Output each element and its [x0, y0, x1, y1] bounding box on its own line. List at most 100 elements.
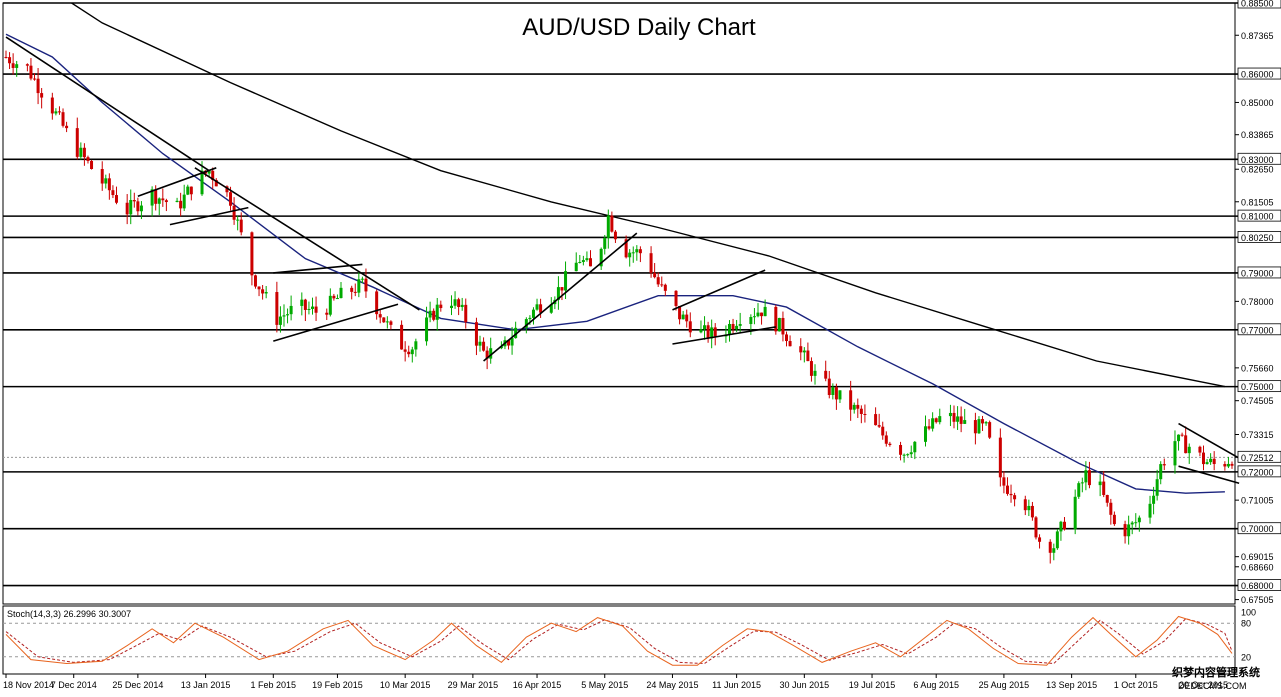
price-tick-label-18: 0.72000	[1241, 467, 1274, 477]
price-tick-label-21: 0.69015	[1241, 552, 1274, 562]
candle-52	[261, 284, 265, 300]
candle-103	[514, 321, 518, 339]
trendline-7	[672, 269, 766, 311]
candle-245	[1226, 456, 1230, 469]
price-label-box-12	[1237, 323, 1281, 336]
price-tick-label-4: 0.83865	[1241, 130, 1274, 140]
candle-body	[556, 287, 560, 300]
candle-233	[1162, 458, 1166, 471]
candle-226	[1130, 521, 1134, 535]
candle-body	[303, 299, 307, 310]
date-tick-label-11: 11 Jun 2015	[712, 680, 761, 690]
candle-body	[50, 97, 54, 114]
candle-201	[1005, 477, 1009, 496]
candle-body	[1073, 496, 1077, 530]
candle-body	[378, 314, 382, 318]
candle-body	[350, 287, 354, 292]
candle-75	[378, 309, 382, 324]
candle-72	[360, 276, 364, 284]
date-tick-label-18: 20 Oct 2015	[1179, 680, 1228, 690]
candle-body	[257, 286, 261, 290]
candle-178	[888, 441, 892, 447]
candle-73	[364, 268, 368, 298]
candle-body	[1062, 521, 1066, 530]
candle-body	[635, 249, 639, 253]
candle-128	[638, 246, 642, 263]
price-tick-label-10: 0.79000	[1241, 268, 1274, 278]
candle-body	[478, 341, 482, 346]
date-tick-label-6: 10 Mar 2015	[380, 680, 431, 690]
candle-body	[1177, 434, 1181, 442]
candle-151	[756, 303, 760, 318]
candle-body	[913, 441, 917, 453]
candle-body	[1087, 470, 1091, 486]
price-tick-label-14: 0.75000	[1241, 382, 1274, 392]
candle-body	[314, 306, 318, 313]
price-label-box-9	[1237, 231, 1281, 243]
candle-159	[799, 338, 803, 361]
candle-227	[1134, 513, 1138, 528]
candle-23	[114, 186, 118, 205]
candle-body	[539, 304, 543, 313]
candle-body	[1080, 482, 1084, 484]
candle-body	[29, 65, 33, 79]
candle-71	[357, 272, 361, 298]
candle-body	[931, 418, 935, 429]
candle-134	[674, 290, 678, 311]
candle-body	[457, 299, 461, 308]
candle-body	[927, 426, 931, 429]
candle-body	[1162, 464, 1166, 466]
candle-115	[578, 254, 582, 264]
candle-body	[1123, 524, 1127, 537]
candle-221	[1105, 494, 1109, 507]
candle-224	[1123, 520, 1127, 544]
candle-body	[453, 299, 457, 306]
candle-body	[884, 435, 888, 444]
candle-body	[449, 305, 453, 309]
candle-body	[881, 426, 885, 436]
trendline-5	[273, 303, 399, 342]
candle-body	[186, 186, 190, 195]
candle-13	[65, 121, 69, 133]
candle-230	[1152, 486, 1156, 515]
candle-body	[278, 316, 282, 325]
candle-body	[1009, 493, 1013, 496]
price-tick-label-16: 0.73315	[1241, 430, 1274, 440]
candle-197	[984, 420, 988, 426]
candle-body	[1148, 503, 1152, 518]
candle-body	[806, 350, 810, 362]
candle-body	[1059, 521, 1063, 532]
candle-body	[735, 325, 739, 330]
candle-57	[286, 308, 290, 324]
candle-108	[539, 298, 543, 318]
candle-body	[756, 312, 760, 317]
candle-body	[1137, 517, 1141, 523]
candle-body	[79, 147, 83, 157]
candle-body	[1002, 477, 1006, 486]
candle-163	[813, 364, 817, 385]
candle-body	[948, 412, 952, 417]
candle-87	[435, 297, 439, 331]
candle-147	[735, 319, 739, 332]
candle-body	[760, 312, 764, 317]
candle-body	[264, 292, 268, 294]
date-tick-label-10: 24 May 2015	[646, 680, 698, 690]
candle-176	[881, 421, 885, 440]
candle-body	[1027, 505, 1031, 511]
candle-83	[414, 338, 418, 357]
candle-236	[1180, 432, 1184, 437]
date-tick-label-16: 13 Sep 2015	[1046, 680, 1097, 690]
candle-body	[899, 444, 903, 455]
stoch-tick-label-0: 100	[1241, 608, 1256, 618]
candle-59	[300, 292, 304, 316]
candle-body	[831, 387, 835, 395]
candle-body	[114, 195, 118, 203]
candle-111	[556, 276, 560, 310]
candle-body	[36, 78, 40, 94]
candle-127	[635, 245, 639, 261]
candle-body	[400, 324, 404, 350]
date-tick-label-7: 29 Mar 2015	[448, 680, 499, 690]
candle-body	[653, 272, 657, 278]
candle-body	[906, 454, 910, 456]
